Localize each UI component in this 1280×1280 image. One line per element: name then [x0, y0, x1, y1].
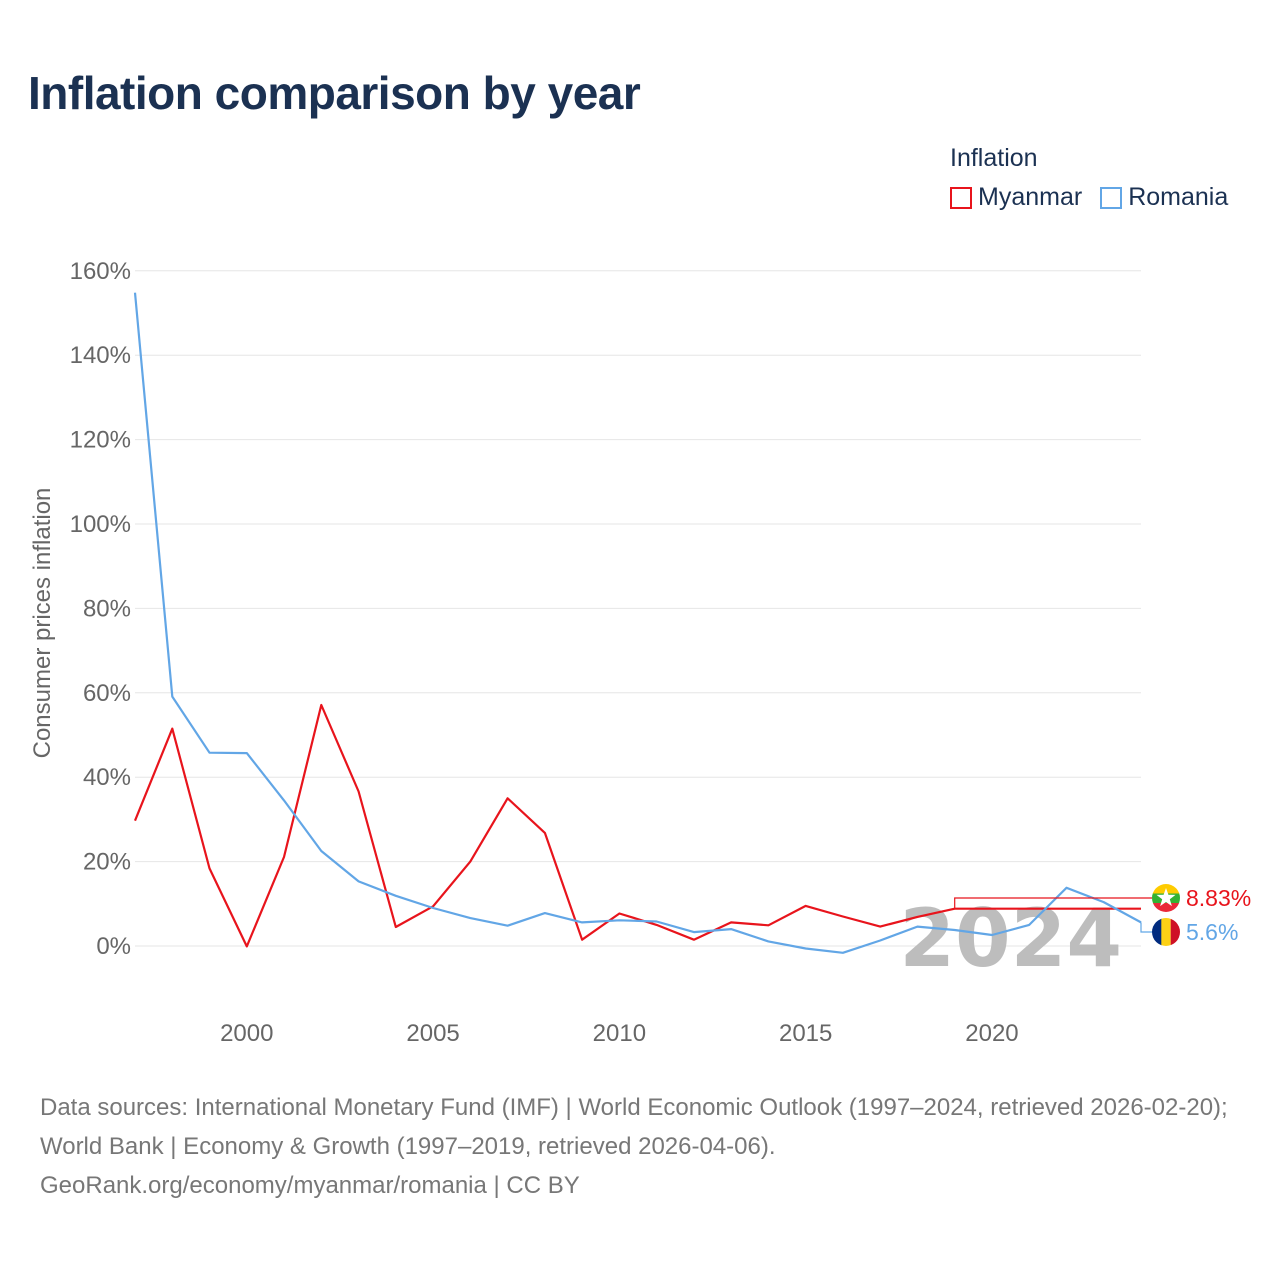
legend-title: Inflation: [950, 144, 1038, 172]
x-tick-label: 2010: [593, 1020, 646, 1047]
end-value-myanmar: 8.83%: [1186, 885, 1251, 911]
data-point-romania[interactable]: [915, 925, 919, 929]
data-point-romania[interactable]: [431, 906, 435, 910]
credit-link[interactable]: GeoRank.org/economy/myanmar/romania | CC…: [40, 1172, 580, 1199]
data-point-myanmar[interactable]: [208, 866, 212, 870]
data-point-myanmar[interactable]: [915, 915, 919, 919]
data-point-romania[interactable]: [468, 916, 472, 920]
data-point-myanmar[interactable]: [766, 923, 770, 927]
y-axis-label: Consumer prices inflation: [29, 488, 56, 759]
y-tick-label: 160%: [70, 258, 131, 285]
year-watermark: 2024: [899, 892, 1122, 985]
y-tick-label: 40%: [83, 764, 131, 791]
legend-swatch-romania: [1100, 186, 1123, 209]
data-point-romania[interactable]: [617, 918, 621, 922]
data-point-romania[interactable]: [357, 879, 361, 883]
data-point-romania[interactable]: [692, 930, 696, 934]
data-point-myanmar[interactable]: [282, 855, 286, 859]
grid-lines: [135, 270, 1141, 947]
data-point-myanmar[interactable]: [506, 796, 510, 800]
series-line-romania[interactable]: [133, 292, 1142, 954]
series-layer: [133, 291, 1143, 955]
data-point-romania[interactable]: [543, 911, 547, 915]
data-point-myanmar[interactable]: [841, 914, 845, 918]
data-point-myanmar[interactable]: [357, 790, 361, 794]
data-point-myanmar[interactable]: [468, 860, 472, 864]
data-point-myanmar[interactable]: [692, 938, 696, 942]
y-tick-labels: 0% 20% 40% 60% 80% 100% 120% 140% 160%: [70, 258, 131, 960]
x-tick-label: 2005: [406, 1020, 459, 1047]
y-tick-label: 60%: [83, 680, 131, 707]
data-point-romania[interactable]: [1064, 886, 1068, 890]
data-point-myanmar[interactable]: [543, 831, 547, 835]
data-point-romania[interactable]: [766, 939, 770, 943]
legend-label-myanmar: Myanmar: [978, 183, 1083, 211]
data-point-romania[interactable]: [1027, 923, 1031, 927]
data-point-romania[interactable]: [208, 751, 212, 755]
data-point-romania[interactable]: [394, 894, 398, 898]
series-line-myanmar[interactable]: [133, 703, 1141, 948]
data-point-myanmar[interactable]: [394, 925, 398, 929]
end-connector-myanmar: [954, 897, 1152, 909]
data-point-romania[interactable]: [1102, 900, 1106, 904]
y-tick-label: 120%: [70, 427, 131, 454]
data-point-romania[interactable]: [170, 695, 174, 699]
legend: Inflation Myanmar Romania: [950, 144, 1228, 212]
legend-label-romania: Romania: [1128, 183, 1229, 211]
end-value-romania: 5.6%: [1186, 919, 1238, 945]
data-point-romania[interactable]: [729, 927, 733, 931]
x-tick-labels: 2000 2005 2010 2015 2020: [220, 1020, 1019, 1047]
y-tick-label: 100%: [70, 511, 131, 538]
data-point-myanmar[interactable]: [245, 944, 249, 948]
data-point-romania[interactable]: [245, 751, 249, 755]
data-point-romania[interactable]: [506, 924, 510, 928]
data-point-romania[interactable]: [841, 951, 845, 955]
data-point-myanmar[interactable]: [878, 925, 882, 929]
data-point-romania[interactable]: [580, 920, 584, 924]
y-tick-label: 140%: [70, 342, 131, 369]
data-point-romania[interactable]: [319, 849, 323, 853]
data-point-romania[interactable]: [878, 939, 882, 943]
data-point-romania[interactable]: [282, 798, 286, 802]
data-point-romania[interactable]: [655, 920, 659, 924]
chart-title: Inflation comparison by year: [28, 67, 641, 119]
data-point-myanmar[interactable]: [617, 912, 621, 916]
myanmar-flag-icon: [1152, 884, 1180, 912]
data-point-romania[interactable]: [133, 291, 137, 295]
data-point-myanmar[interactable]: [1139, 907, 1143, 911]
end-markers: 8.83% 5.6%: [954, 884, 1251, 946]
x-tick-label: 2015: [779, 1020, 832, 1047]
x-tick-label: 2000: [220, 1020, 273, 1047]
legend-item-romania[interactable]: Romania: [1100, 183, 1228, 212]
x-tick-label: 2020: [965, 1020, 1018, 1047]
data-point-romania[interactable]: [990, 933, 994, 937]
y-tick-label: 20%: [83, 849, 131, 876]
data-point-romania[interactable]: [804, 947, 808, 951]
data-point-myanmar[interactable]: [580, 938, 584, 942]
line-chart: 0%20%40%60%80%100%120%140%160% 2000 2005 2…: [29, 258, 1251, 1047]
romania-flag-icon: [1152, 918, 1180, 946]
footer: Data sources: International Monetary Fun…: [40, 1088, 1245, 1205]
data-point-myanmar[interactable]: [319, 703, 323, 707]
data-point-myanmar[interactable]: [133, 819, 137, 823]
data-point-myanmar[interactable]: [804, 904, 808, 908]
legend-item-myanmar[interactable]: Myanmar: [950, 183, 1082, 212]
data-point-myanmar[interactable]: [170, 727, 174, 731]
data-point-myanmar[interactable]: [729, 920, 733, 924]
y-tick-label: 0%: [96, 933, 131, 960]
data-point-romania[interactable]: [953, 928, 957, 932]
data-sources: Data sources: International Monetary Fun…: [40, 1094, 1228, 1160]
legend-swatch-myanmar: [950, 186, 972, 209]
y-tick-label: 80%: [83, 595, 131, 622]
end-connector-romania: [1140, 922, 1152, 933]
